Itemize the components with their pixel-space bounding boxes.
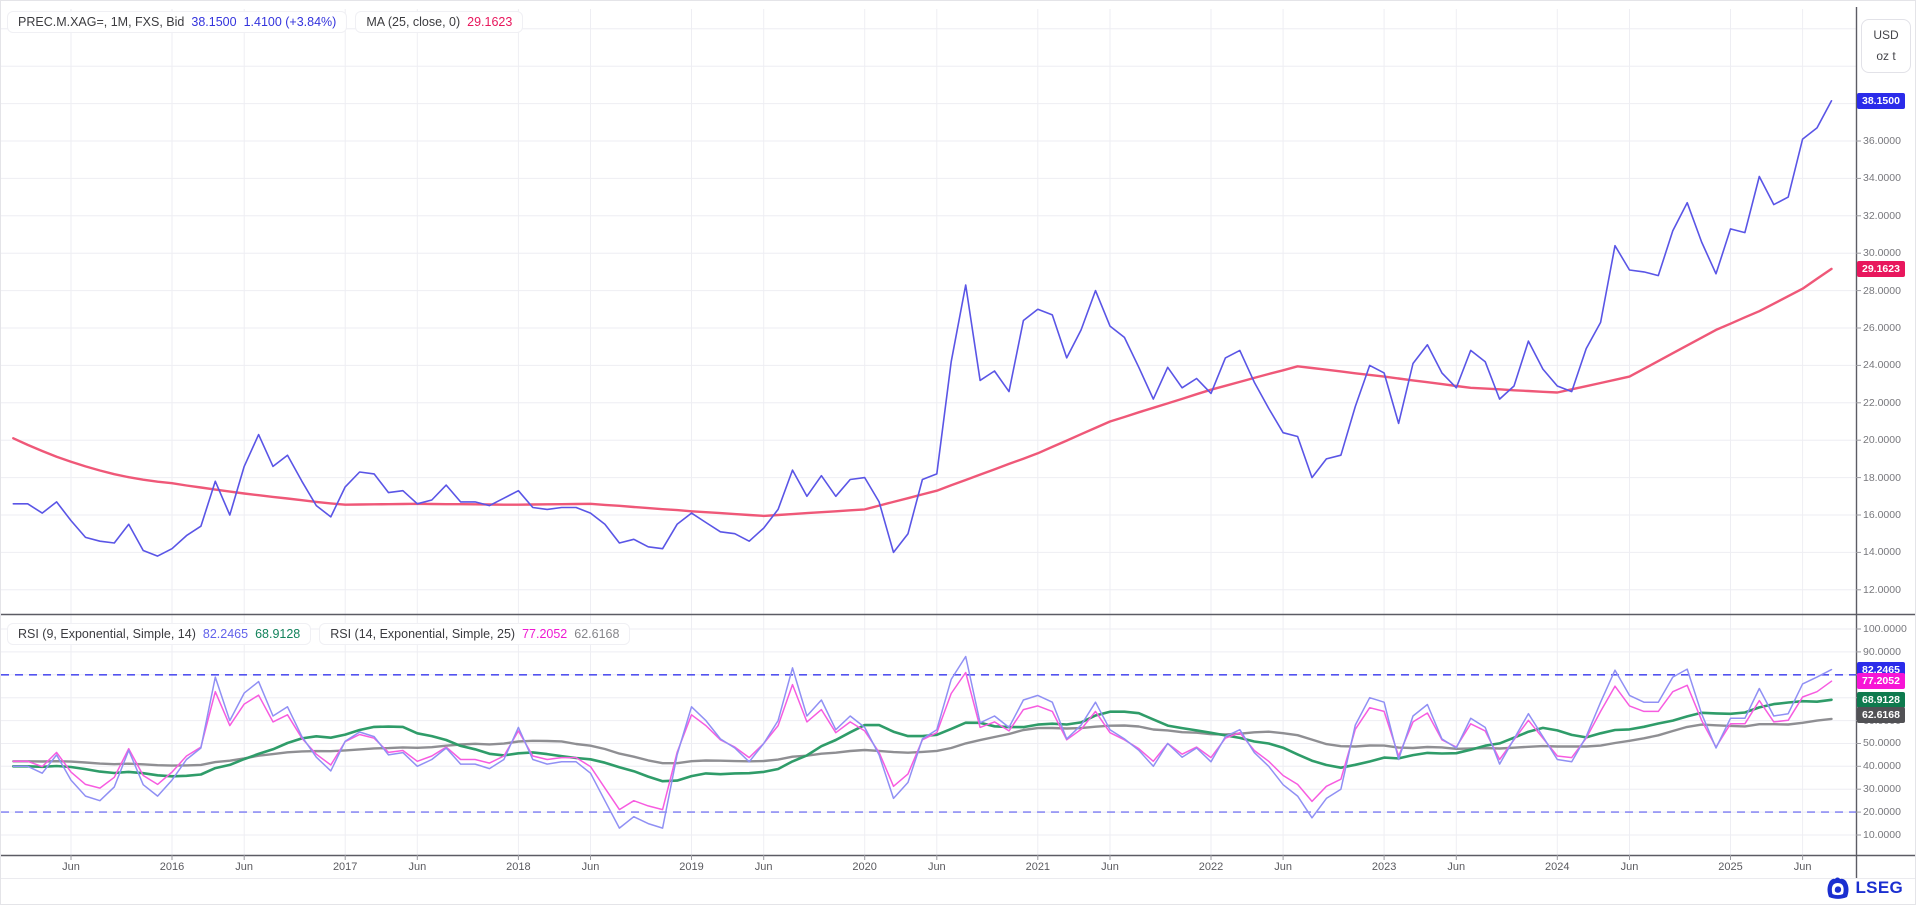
axis-unit-measure: oz t — [1876, 49, 1896, 63]
time-axis-tick-label: Jun — [1447, 861, 1466, 873]
time-axis-tick-label: Jun — [754, 861, 773, 873]
price-axis-tick-label: 20.0000 — [1863, 434, 1901, 447]
rsi-axis-tick-label: 50.0000 — [1863, 737, 1901, 750]
rsi-axis-tick-label: 10.0000 — [1863, 829, 1901, 841]
ma-value: 29.1623 — [467, 15, 513, 29]
time-axis-tick-label: 2017 — [332, 861, 358, 873]
time-axis-tick-label: 2016 — [159, 861, 185, 873]
time-axis-tick-label: 2020 — [852, 861, 877, 873]
rsi9-value: 82.2465 — [202, 627, 249, 641]
rsi-axis-tick-label: 20.0000 — [1863, 806, 1901, 819]
rsi9-ma-badge: 68.9128 — [1857, 692, 1905, 709]
rsi-panel-legend-row: RSI (9, Exponential, Simple, 14) 82.2465… — [7, 623, 631, 645]
rsi9-ma-value: 68.9128 — [255, 627, 301, 641]
rsi14-value-badge: 77.2052 — [1857, 673, 1905, 690]
time-axis-tick-label: Jun — [927, 861, 946, 873]
time-axis-tick-label: Jun — [62, 861, 80, 873]
instrument-legend[interactable]: PREC.M.XAG=, 1M, FXS, Bid 38.1500 1.4100… — [7, 11, 348, 33]
price-last-badge: 38.1500 — [1857, 92, 1905, 109]
rsi-axis-tick-label: 30.0000 — [1863, 783, 1901, 796]
rsi-axis-tick-label: 90.0000 — [1863, 645, 1901, 658]
price-panel-legend-row: PREC.M.XAG=, 1M, FXS, Bid 38.1500 1.4100… — [7, 11, 524, 33]
lseg-logo-text: LSEG — [1855, 878, 1903, 897]
instrument-label: PREC.M.XAG=, 1M, FXS, Bid — [18, 15, 185, 29]
time-axis-tick-label: Jun — [581, 861, 600, 873]
rsi14-value: 77.2052 — [522, 627, 568, 641]
time-axis-tick-label: 2025 — [1718, 861, 1743, 873]
time-axis-tick-label: Jun — [235, 861, 254, 873]
price-axis-tick-label: 22.0000 — [1863, 396, 1901, 409]
axis-unit-box[interactable]: USD oz t — [1861, 19, 1911, 73]
price-axis-tick-label: 30.0000 — [1863, 247, 1901, 260]
price-axis-tick-label: 12.0000 — [1863, 583, 1901, 596]
price-axis-tick-label: 16.0000 — [1863, 509, 1901, 521]
price-axis-tick-label: 26.0000 — [1863, 322, 1901, 334]
rsi14-legend-label: RSI (14, Exponential, Simple, 25) — [330, 627, 516, 641]
ma-legend[interactable]: MA (25, close, 0) 29.1623 — [355, 11, 524, 33]
ma-legend-label: MA (25, close, 0) — [366, 15, 461, 29]
rsi9-legend[interactable]: RSI (9, Exponential, Simple, 14) 82.2465… — [7, 623, 312, 645]
rsi14-legend[interactable]: RSI (14, Exponential, Simple, 25) 77.205… — [319, 623, 631, 645]
time-axis-tick-label: 2024 — [1545, 861, 1570, 873]
rsi-axis-tick-label: 100.0000 — [1863, 623, 1907, 635]
price-axis-tick-label: 28.0000 — [1863, 284, 1901, 297]
rsi9-legend-label: RSI (9, Exponential, Simple, 14) — [18, 627, 196, 641]
rsi14-ma-badge: 62.6168 — [1857, 706, 1905, 723]
price-change: 1.4100 (+3.84%) — [243, 15, 337, 29]
price-last: 38.1500 — [191, 15, 237, 29]
price-axis-tick-label: 24.0000 — [1863, 359, 1901, 372]
price-axis-tick-label: 14.0000 — [1863, 546, 1901, 559]
lseg-logo: LSEG — [1825, 876, 1904, 900]
time-axis-tick-label: Jun — [1274, 861, 1292, 873]
time-axis-tick-label: 2019 — [679, 861, 704, 873]
price-axis-tick-label: 34.0000 — [1863, 172, 1901, 185]
axis-unit-currency: USD — [1873, 28, 1899, 42]
time-axis-tick-label: Jun — [408, 861, 427, 873]
time-axis-tick-label: Jun — [1620, 861, 1639, 873]
ma-value-badge: 29.1623 — [1857, 260, 1905, 277]
time-axis-tick-label: 2023 — [1371, 861, 1397, 873]
time-axis-tick-label: Jun — [1793, 861, 1812, 873]
time-axis-tick-label: 2022 — [1198, 861, 1224, 873]
price-axis-tick-label: 36.0000 — [1863, 135, 1901, 147]
time-axis-tick-label: Jun — [1101, 861, 1119, 873]
time-axis-tick-label: 2021 — [1025, 861, 1051, 873]
rsi14-ma-value: 62.6168 — [574, 627, 620, 641]
lseg-crest-icon — [1827, 877, 1848, 899]
price-axis-tick-label: 32.0000 — [1863, 209, 1901, 222]
rsi-axis-tick-label: 40.0000 — [1863, 760, 1901, 773]
time-axis-tick-label: 2018 — [506, 861, 531, 873]
price-axis-tick-label: 18.0000 — [1863, 471, 1901, 484]
